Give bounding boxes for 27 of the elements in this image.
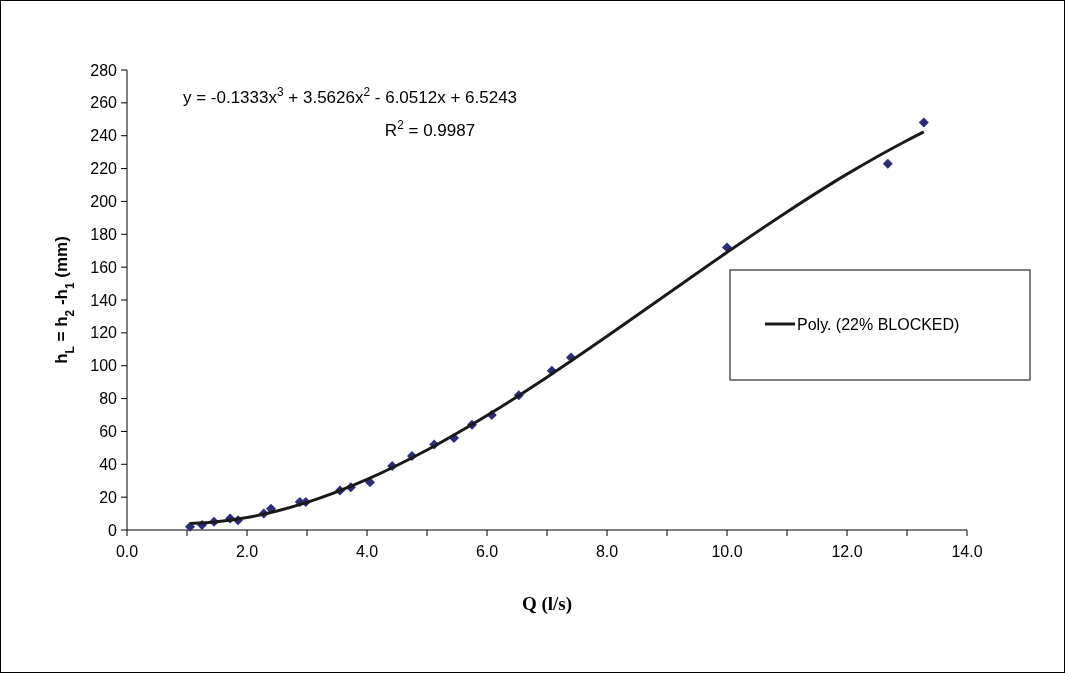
x-axis-title: Q (l/s) — [521, 593, 573, 615]
y-tick-label: 180 — [90, 225, 118, 243]
y-tick-label: 60 — [99, 423, 118, 441]
y-tick-label: 40 — [99, 455, 118, 473]
y-tick-label: 0 — [108, 521, 118, 539]
annotation: y = -0.1333x$^{3}$ + 3.5626x$^{2}$ - 6.0512x + 6.5243 — [182, 85, 518, 107]
annotation: R$^{2}$ = 0.9987 — [384, 118, 476, 140]
x-tick-label: 10.0 — [711, 543, 743, 560]
y-tick-label: 260 — [90, 94, 118, 112]
y-tick-label: 80 — [99, 390, 118, 408]
x-tick-label: 4.0 — [355, 543, 379, 560]
y-tick-label: 20 — [99, 488, 118, 506]
x-tick-label: 8.0 — [595, 543, 619, 560]
x-tick-label: 6.0 — [475, 543, 499, 560]
y-tick-label: 120 — [90, 324, 118, 342]
y-tick-label: 140 — [90, 291, 118, 309]
y-tick-label: 280 — [90, 61, 118, 79]
x-tick-label: 2.0 — [235, 543, 259, 560]
x-tick-label: 12.0 — [831, 543, 863, 560]
x-tick-label: 14.0 — [951, 543, 983, 560]
y-tick-label: 200 — [90, 193, 118, 211]
y-tick-label: 240 — [90, 127, 118, 145]
y-tick-label: 220 — [90, 160, 118, 178]
x-tick-label: 0.0 — [115, 543, 139, 560]
y-tick-label: 100 — [90, 357, 118, 375]
y-tick-label: 160 — [90, 258, 118, 276]
legend-label: Poly. (22% BLOCKED) — [797, 315, 960, 333]
